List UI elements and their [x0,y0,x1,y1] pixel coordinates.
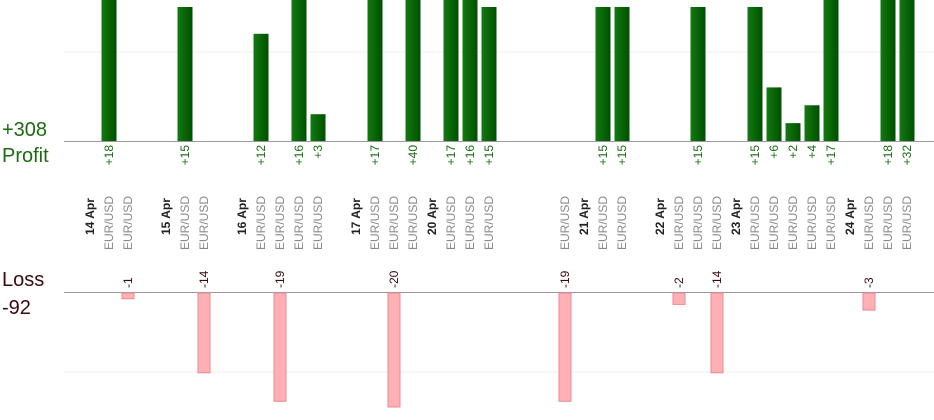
loss-bar [710,292,724,374]
pair-label: EUR/USD [482,196,496,250]
profit-value-label: +2 [786,145,800,159]
loss-title-label: Loss [2,269,45,291]
date-label: 15 Apr [159,198,173,235]
pair-label: EUR/USD [368,196,382,250]
profit-value-label: +32 [900,145,914,166]
profit-bar [899,0,915,141]
profit-value-label: +40 [406,145,420,166]
profit-bar [310,114,326,141]
profit-bar [462,0,478,142]
profit-value-label: +15 [178,145,192,166]
pair-label: EUR/USD [767,196,781,250]
loss-value-label: -1 [121,277,135,288]
profit-bar [595,7,611,141]
pair-label: EUR/USD [121,196,135,250]
pair-label: EUR/USD [805,196,819,250]
profit-bar [766,87,782,141]
profit-value-label: +15 [482,145,496,166]
pair-label: EUR/USD [786,196,800,250]
loss-value-label: -14 [197,270,211,288]
profit-bar [690,7,706,141]
profit-value-label: +15 [691,145,705,166]
pair-label: EUR/USD [292,196,306,250]
profit-bar [823,0,839,141]
date-label: 22 Apr [653,198,667,235]
pair-label: EUR/USD [672,196,686,250]
profit-bar [443,0,459,141]
profit-bar [367,0,383,141]
pair-label: EUR/USD [862,196,876,250]
loss-bar [121,292,135,300]
loss-bar [862,292,876,311]
loss-value-label: -20 [387,270,401,288]
date-label: 24 Apr [843,198,857,235]
pair-label: EUR/USD [691,196,705,250]
date-label: 20 Apr [425,198,439,235]
profit-bar [481,7,497,141]
loss-value-label: -14 [710,270,724,288]
loss-value-label: -2 [672,277,686,288]
pair-label: EUR/USD [273,196,287,250]
profit-value-label: +6 [767,145,781,159]
profit-value-label: +16 [292,145,306,166]
profit-value-label: +18 [881,145,895,166]
profit-value-label: +17 [824,145,838,166]
profit-value-label: +18 [102,145,116,166]
pair-label: EUR/USD [710,196,724,250]
profit-bar [177,7,193,141]
loss-bar [558,292,572,402]
profit-bar [804,105,820,141]
loss-bar [273,292,287,402]
pair-label: EUR/USD [178,196,192,250]
profit-value-label: +17 [444,145,458,166]
profit-value-label: +3 [311,145,325,159]
pair-label: EUR/USD [596,196,610,250]
date-label: 23 Apr [729,198,743,235]
date-label: 14 Apr [83,198,97,235]
date-label: 17 Apr [349,198,363,235]
pair-label: EUR/USD [444,196,458,250]
loss-value-label: -19 [558,270,572,288]
pair-label: EUR/USD [254,196,268,250]
profit-bar [614,7,630,141]
loss-bar [672,292,686,305]
pair-label: EUR/USD [197,196,211,250]
pair-label: EUR/USD [748,196,762,250]
pair-label: EUR/USD [463,196,477,250]
pair-label: EUR/USD [881,196,895,250]
profit-value-label: +15 [615,145,629,166]
pair-label: EUR/USD [900,196,914,250]
loss-total-label: -92 [2,297,31,319]
loss-bar [197,292,211,374]
pair-label: EUR/USD [824,196,838,250]
profit-value-label: +15 [596,145,610,166]
date-label: 21 Apr [577,198,591,235]
pair-label: EUR/USD [387,196,401,250]
profit-value-label: +15 [748,145,762,166]
pair-label: EUR/USD [406,196,420,250]
profit-title-label: Profit [2,145,49,167]
pair-label: EUR/USD [311,196,325,250]
pair-label: EUR/USD [558,196,572,250]
loss-value-label: -19 [273,270,287,288]
profit-bar [291,0,307,142]
profit-bar [747,7,763,141]
pair-label: EUR/USD [615,196,629,250]
profit-value-label: +17 [368,145,382,166]
profit-bar [880,0,896,141]
profit-total-label: +308 [2,119,48,141]
loss-value-label: -3 [862,277,876,288]
loss-bar [387,292,401,408]
profit-value-label: +4 [805,145,819,159]
profit-bar [405,0,421,141]
profit-value-label: +12 [254,145,268,166]
pair-label: EUR/USD [102,196,116,250]
profit-value-label: +16 [463,145,477,166]
profit-bar [101,0,117,141]
profit-bar [253,33,269,141]
profit-bar [785,123,801,141]
date-label: 16 Apr [235,198,249,235]
